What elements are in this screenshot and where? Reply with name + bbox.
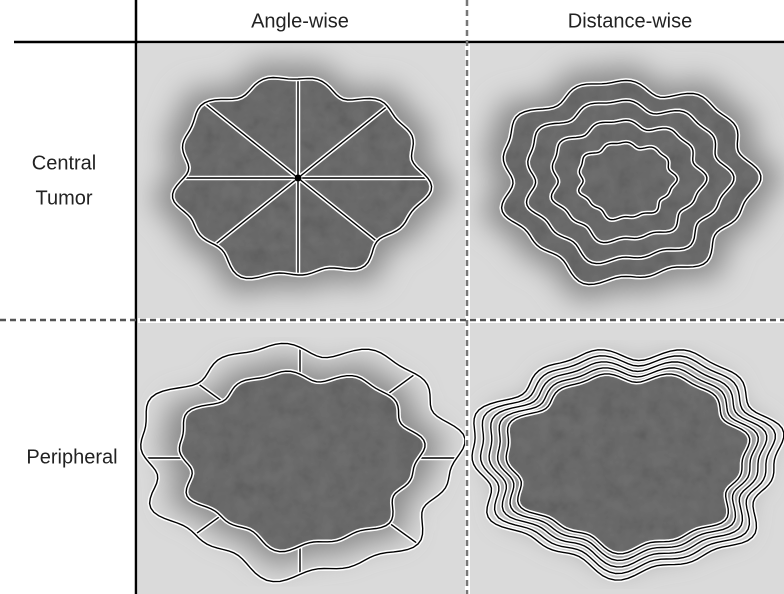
image-panel xyxy=(470,44,784,318)
image-panel xyxy=(470,323,784,594)
image-panel xyxy=(138,44,465,318)
figure-canvas: Angle-wise Distance-wise Central Tumor P… xyxy=(0,0,784,594)
center-point xyxy=(295,175,302,182)
row-header: Central xyxy=(32,152,96,174)
row-header: Peripheral xyxy=(26,446,117,468)
column-header: Angle-wise xyxy=(251,10,349,32)
row-header: Tumor xyxy=(35,187,92,209)
figure: Angle-wise Distance-wise Central Tumor P… xyxy=(0,0,784,594)
image-panel xyxy=(138,323,465,594)
column-header: Distance-wise xyxy=(568,10,692,32)
